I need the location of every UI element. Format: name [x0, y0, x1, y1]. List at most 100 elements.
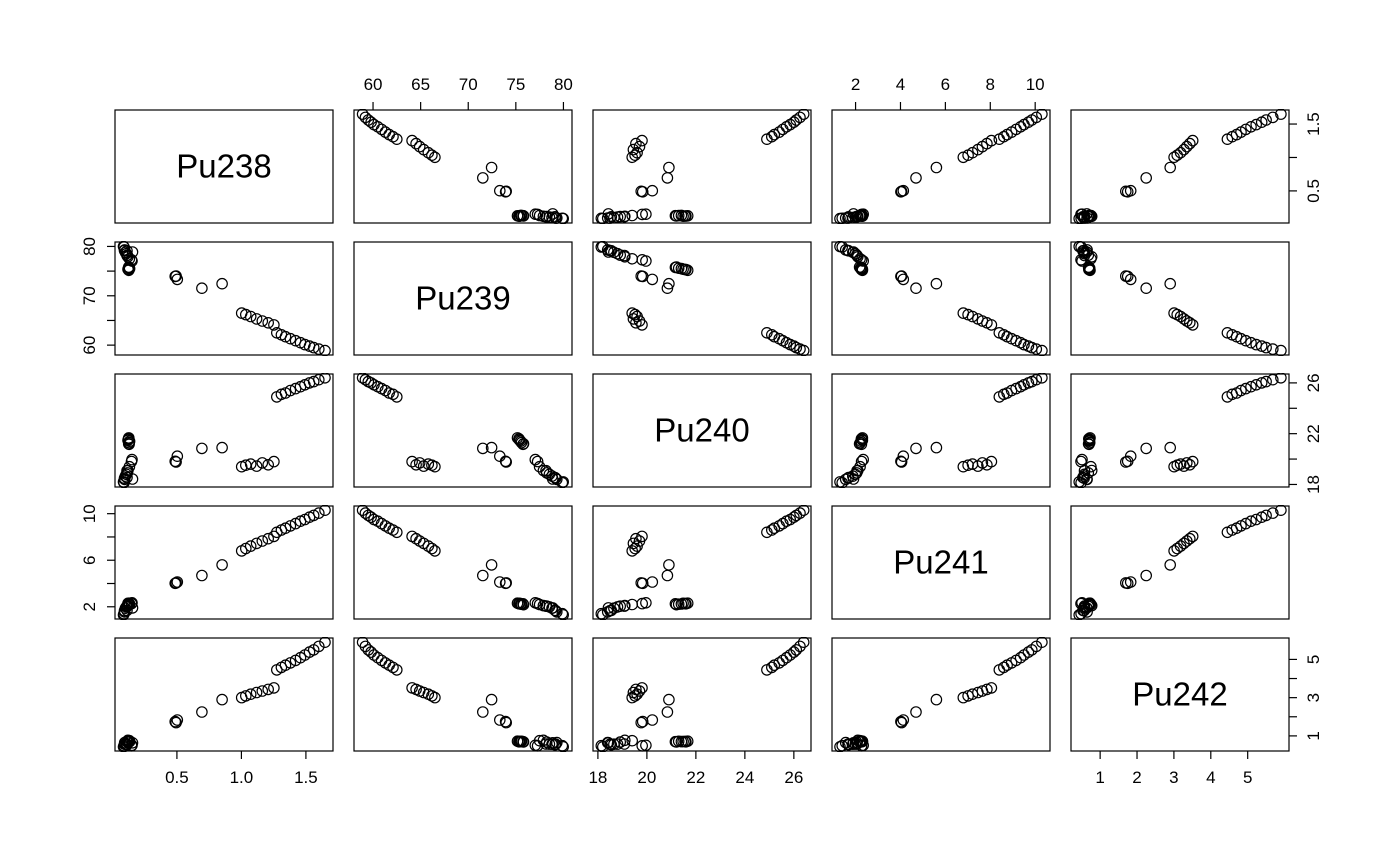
data-point — [839, 473, 852, 486]
scatter-panel-Pu241-vs-Pu238 — [114, 505, 334, 620]
data-point — [1119, 185, 1132, 198]
left-axis-label-Pu239: 60 — [80, 336, 99, 355]
data-point — [636, 134, 648, 147]
top-axis-label-Pu239: 70 — [459, 75, 478, 94]
data-point — [356, 373, 369, 384]
data-point — [543, 468, 556, 481]
data-point — [677, 263, 689, 275]
data-point — [635, 270, 647, 282]
variable-label-Pu238: Pu238 — [176, 148, 271, 185]
panel-border — [831, 505, 1051, 620]
data-point — [895, 456, 908, 468]
data-point — [244, 310, 257, 323]
bottom-axis-label-Pu242: 3 — [1169, 768, 1178, 787]
data-point — [1140, 569, 1152, 582]
data-point — [1275, 373, 1287, 384]
data-point — [368, 379, 380, 391]
panel-border — [592, 109, 812, 224]
panel-border — [353, 637, 573, 752]
data-point — [602, 602, 615, 614]
data-point — [216, 559, 228, 571]
data-point — [262, 317, 274, 329]
bottom-axis-label-Pu240: 26 — [784, 768, 803, 787]
data-point — [319, 505, 331, 516]
data-point — [196, 706, 208, 718]
data-point — [1267, 111, 1279, 124]
scatter-panel-Pu242-vs-Pu238 — [114, 637, 334, 752]
data-point — [256, 685, 269, 697]
data-point — [854, 460, 866, 473]
data-point — [365, 511, 377, 523]
data-point — [170, 270, 182, 282]
data-point — [1036, 637, 1048, 648]
data-point — [250, 313, 263, 325]
data-point — [556, 476, 569, 488]
data-point — [494, 714, 506, 726]
data-point — [557, 212, 569, 224]
data-point — [604, 738, 616, 750]
data-point — [383, 128, 395, 141]
scatter-panel-Pu239-vs-Pu241 — [831, 241, 1051, 356]
top-axis-label-Pu239: 75 — [506, 75, 525, 94]
data-point — [636, 715, 649, 728]
data-point — [413, 140, 426, 153]
data-point — [123, 252, 136, 265]
data-point — [120, 601, 133, 613]
data-point — [485, 441, 498, 454]
top-axis-label-Pu239: 80 — [554, 75, 573, 94]
data-point — [930, 161, 943, 174]
data-point — [1119, 270, 1132, 282]
data-point — [618, 251, 631, 263]
data-point — [1164, 441, 1176, 454]
data-point — [635, 577, 647, 589]
data-point — [365, 646, 377, 658]
data-point — [794, 111, 806, 124]
data-point — [985, 455, 998, 468]
data-point — [1174, 146, 1187, 159]
panel-border — [114, 241, 334, 356]
data-point — [368, 513, 380, 526]
diag-panel-Pu241: Pu241 — [831, 505, 1051, 620]
bottom-axis-label-Pu242: 2 — [1132, 768, 1141, 787]
scatter-panel-Pu241-vs-Pu242 — [1070, 505, 1290, 620]
data-point — [635, 716, 647, 729]
right-axis-label-Pu240: 18 — [1304, 475, 1323, 494]
data-point — [640, 208, 652, 220]
data-point — [362, 375, 375, 388]
data-point — [626, 734, 638, 747]
right-axis-label-Pu238: 0.5 — [1304, 179, 1323, 203]
data-point — [170, 716, 182, 729]
data-point — [410, 137, 422, 150]
data-point — [626, 252, 638, 265]
panel-border — [592, 241, 812, 356]
data-point — [633, 140, 646, 153]
data-point — [895, 270, 908, 282]
data-point — [1235, 384, 1247, 397]
data-point — [910, 442, 922, 455]
data-point — [515, 735, 528, 748]
data-point — [1245, 380, 1257, 393]
data-point — [1022, 646, 1035, 658]
scatter-panel-Pu239-vs-Pu242 — [1070, 241, 1290, 356]
right-axis-label-Pu242: 5 — [1304, 655, 1323, 664]
right-axis-label-Pu238: 1.5 — [1304, 112, 1323, 136]
data-point — [780, 120, 793, 133]
scatter-panel-Pu239-vs-Pu240 — [592, 241, 812, 356]
data-point — [788, 511, 800, 523]
data-point — [1181, 457, 1193, 469]
data-point — [1030, 111, 1043, 124]
data-point — [1186, 455, 1199, 468]
data-point — [1275, 109, 1287, 120]
data-point — [766, 329, 778, 341]
top-axis-label-Pu239: 65 — [411, 75, 430, 94]
data-point — [834, 241, 846, 253]
data-point — [930, 693, 943, 706]
data-point — [356, 505, 369, 516]
data-point — [426, 149, 438, 161]
data-point — [930, 441, 943, 454]
data-point — [1184, 137, 1196, 150]
data-point — [630, 137, 642, 150]
bottom-axis-label-Pu240: 24 — [735, 768, 754, 787]
data-point — [262, 683, 274, 696]
scatter-panel-Pu241-vs-Pu240 — [592, 505, 812, 620]
